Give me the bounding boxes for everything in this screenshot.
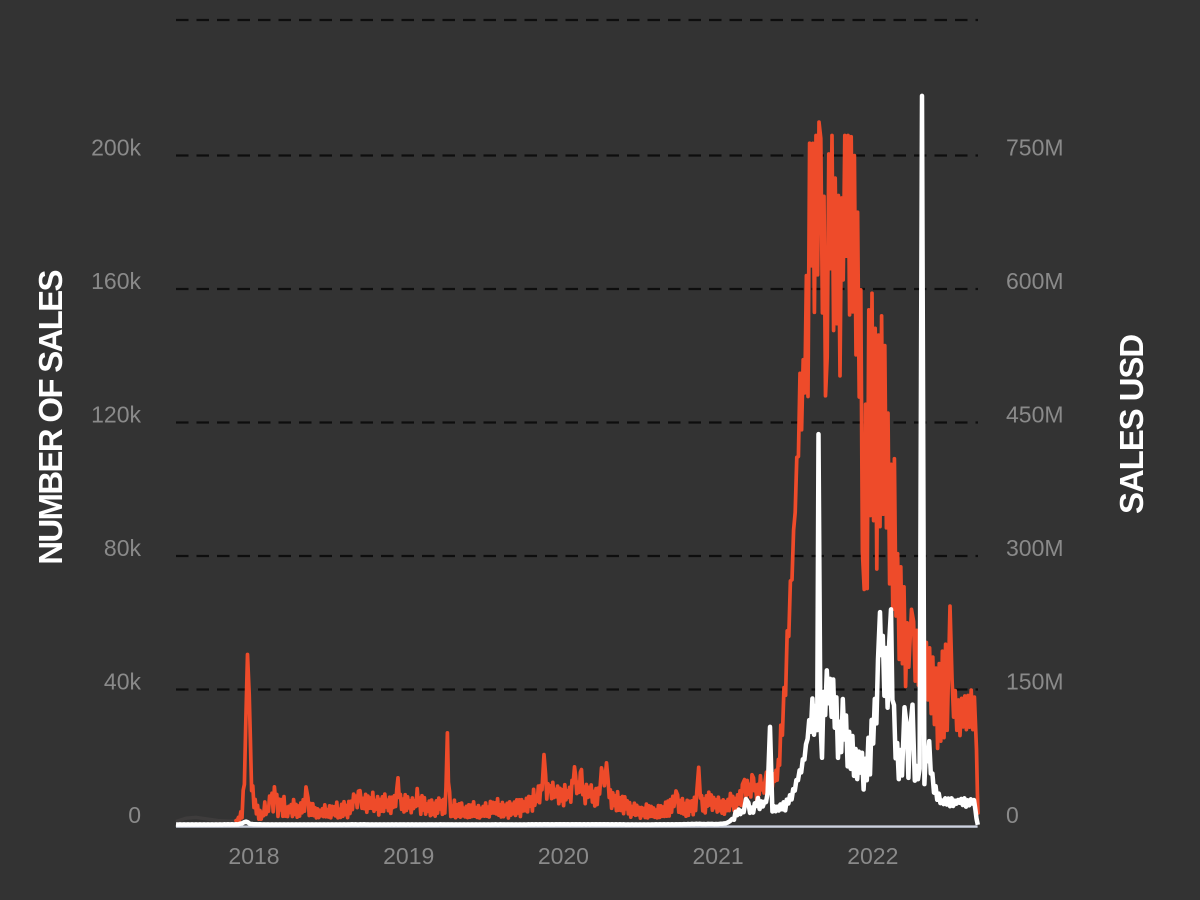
- svg-text:2018: 2018: [228, 843, 279, 869]
- svg-text:2020: 2020: [538, 843, 589, 869]
- svg-text:40k: 40k: [104, 669, 142, 695]
- svg-text:150M: 150M: [1006, 669, 1064, 695]
- svg-text:SALES USD: SALES USD: [1113, 335, 1150, 514]
- svg-text:0: 0: [1006, 802, 1019, 828]
- svg-text:2021: 2021: [693, 843, 744, 869]
- svg-text:2022: 2022: [847, 843, 898, 869]
- svg-text:300M: 300M: [1006, 535, 1064, 561]
- svg-text:NUMBER OF SALES: NUMBER OF SALES: [32, 271, 69, 565]
- svg-text:450M: 450M: [1006, 402, 1064, 428]
- svg-text:160k: 160k: [91, 268, 141, 294]
- svg-text:750M: 750M: [1006, 135, 1064, 161]
- svg-text:600M: 600M: [1006, 268, 1064, 294]
- svg-text:80k: 80k: [104, 535, 142, 561]
- svg-text:120k: 120k: [91, 402, 141, 428]
- svg-text:2019: 2019: [383, 843, 434, 869]
- svg-text:200k: 200k: [91, 135, 141, 161]
- svg-text:0: 0: [128, 802, 141, 828]
